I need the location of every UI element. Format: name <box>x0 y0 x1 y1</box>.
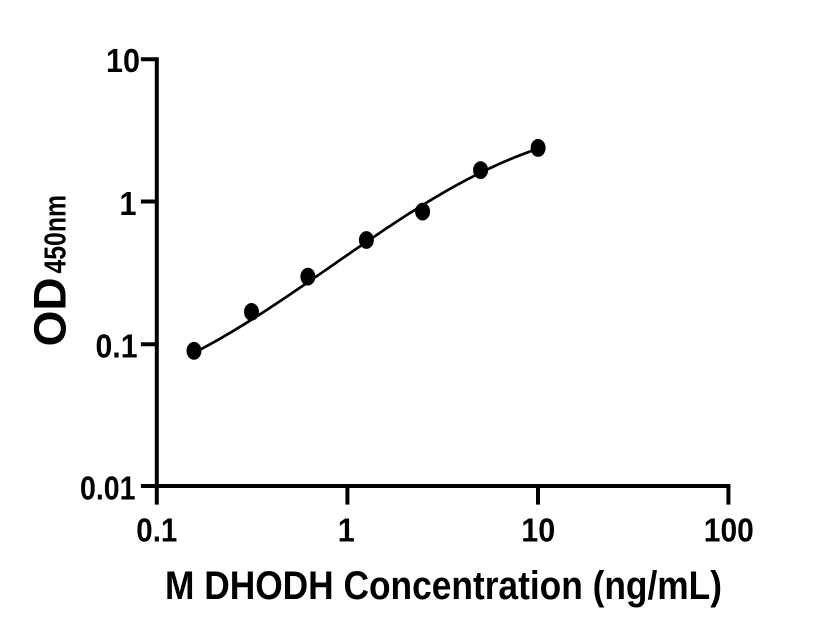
svg-text:10: 10 <box>106 42 140 79</box>
svg-text:450nm: 450nm <box>38 195 72 274</box>
svg-text:1: 1 <box>338 513 355 550</box>
svg-text:1: 1 <box>120 185 137 222</box>
svg-text:0.1: 0.1 <box>136 513 177 550</box>
svg-text:0.1: 0.1 <box>96 327 138 364</box>
svg-text:100: 100 <box>704 513 754 550</box>
svg-text:M DHODH Concentration (ng/mL): M DHODH Concentration (ng/mL) <box>165 564 722 608</box>
svg-text:OD: OD <box>24 277 75 346</box>
svg-text:0.01: 0.01 <box>80 470 136 507</box>
svg-text:10: 10 <box>521 513 555 550</box>
